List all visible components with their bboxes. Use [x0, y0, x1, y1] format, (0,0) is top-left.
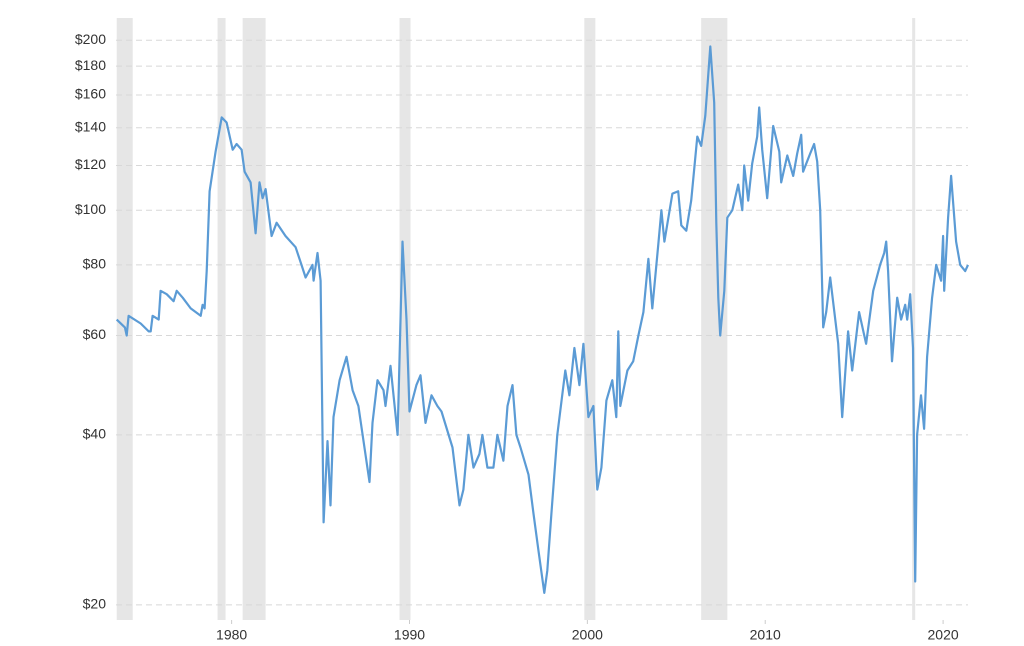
y-tick-label: $180: [75, 57, 106, 73]
x-tick-label: 2000: [572, 627, 603, 643]
y-tick-label: $80: [83, 256, 107, 272]
price-line: [115, 45, 970, 594]
y-tick-label: $140: [75, 118, 106, 134]
recession-band: [912, 18, 916, 620]
y-tick-label: $60: [83, 326, 107, 342]
y-tick-label: $160: [75, 86, 106, 102]
recession-bands: [116, 18, 916, 620]
recession-band: [116, 18, 133, 620]
x-tick-label: 1990: [394, 627, 425, 643]
recession-band: [584, 18, 596, 620]
data-lines: [115, 45, 970, 594]
recession-band: [242, 18, 266, 620]
x-tick-label: 1980: [216, 627, 247, 643]
y-tick-label: $100: [75, 201, 106, 217]
y-tick-label: $20: [83, 596, 107, 612]
y-tick-label: $40: [83, 426, 107, 442]
y-tick-label: $200: [75, 31, 106, 47]
recession-band: [217, 18, 226, 620]
x-tick-label: 2020: [928, 627, 959, 643]
y-tick-label: $120: [75, 156, 106, 172]
grid: [116, 39, 968, 606]
recession-band: [399, 18, 411, 620]
x-tick-label: 2010: [750, 627, 781, 643]
axis-labels: $20 $40 $60 $80 $100 $120 $140 $160 $180 $200 1980…: [75, 31, 959, 643]
